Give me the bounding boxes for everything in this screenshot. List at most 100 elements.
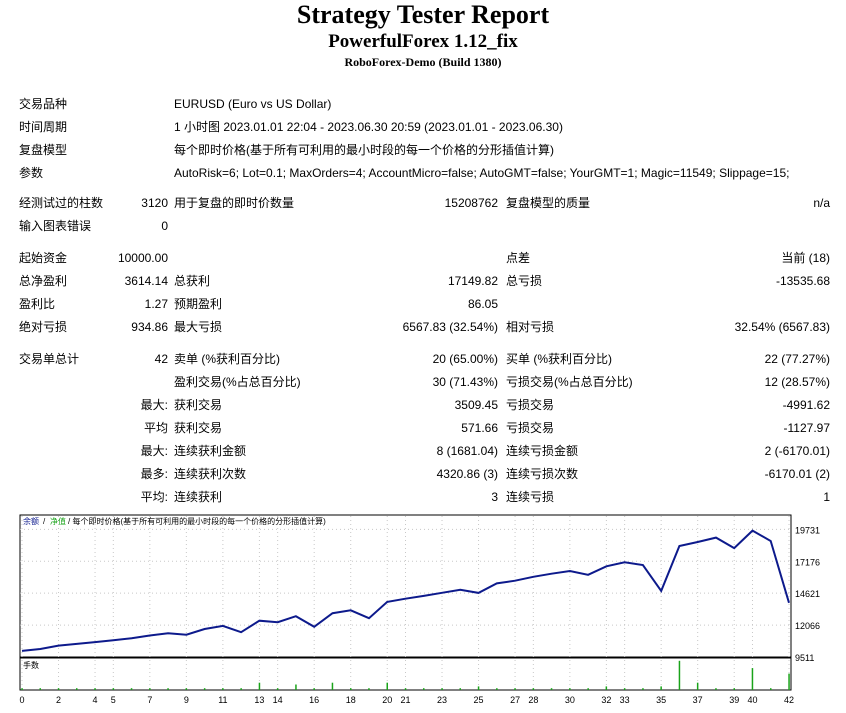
- volume-bar: [660, 686, 662, 690]
- volume-bar: [770, 688, 772, 690]
- volume-bar: [715, 688, 717, 690]
- volume-bar: [386, 682, 388, 690]
- x-tick-label: 5: [111, 695, 116, 705]
- volume-bar: [222, 688, 224, 690]
- avg-cons-loss-label: 连续亏损: [506, 490, 555, 504]
- profit-trades-label: 盈利交易(%占总百分比): [174, 375, 301, 389]
- profit-factor-label: 盈利比: [19, 297, 56, 311]
- x-tick-labels: 0 2 4 5 7 9 11 13 14 16 18 20 21 23 25 27 28 30 32 33 35 37 39…: [19, 695, 794, 705]
- loss-trades-value: 12 (28.57%): [764, 375, 830, 389]
- y-tick-label: 9511: [795, 653, 814, 663]
- volume-bar: [642, 688, 644, 690]
- volume-bar: [459, 688, 461, 690]
- x-tick-label: 7: [147, 695, 152, 705]
- x-tick-label: 25: [474, 695, 484, 705]
- abs-drawdown-value: 934.86: [131, 320, 168, 334]
- avg-cons-loss-value: 1: [823, 490, 830, 504]
- volume-bar: [331, 682, 334, 690]
- volume-bar: [39, 688, 41, 690]
- deposit-value: 10000.00: [117, 251, 168, 265]
- bars-value: 3120: [141, 196, 168, 210]
- ticks-value: 15208762: [444, 196, 498, 210]
- grid: [20, 516, 791, 690]
- x-tick-label: 35: [656, 695, 666, 705]
- x-tick-label: 14: [273, 695, 283, 705]
- long-positions-label: 买单 (%获利百分比): [506, 352, 612, 366]
- volume-bar: [514, 688, 516, 690]
- rel-drawdown-label: 相对亏损: [506, 320, 555, 334]
- volume-bar: [532, 688, 535, 690]
- x-tick-label: 0: [19, 695, 24, 705]
- volume-bar: [258, 682, 261, 690]
- avg-cons-win-value: 3: [491, 490, 498, 504]
- gross-loss-value: -13535.68: [775, 274, 830, 288]
- errors-value: 0: [161, 219, 168, 233]
- volume-bar: [313, 688, 315, 690]
- largest-profit-value: 3509.45: [454, 398, 498, 412]
- gross-profit-value: 17149.82: [447, 274, 498, 288]
- gross-loss-label: 总亏损: [506, 274, 543, 288]
- total-trades-value: 42: [154, 352, 168, 366]
- volume-bar: [94, 688, 96, 690]
- expected-payoff-value: 86.05: [467, 297, 498, 311]
- x-tick-label: 21: [400, 695, 410, 705]
- long-positions-value: 22 (77.27%): [764, 352, 830, 366]
- volume-label: 手数: [23, 660, 39, 670]
- short-positions-label: 卖单 (%获利百分比): [174, 352, 280, 366]
- volume-frame: [19, 657, 792, 691]
- max-cons-win-money-value: 8 (1681.04): [436, 444, 498, 458]
- volume-bar: [295, 684, 297, 690]
- balance-chart: 9511 12066 14621 17176 19731 0 2 4 5 7 9 11 13 14 16 1…: [0, 508, 846, 713]
- x-tick-label: 16: [309, 695, 319, 705]
- rel-drawdown-value: 32.54% (6567.83): [734, 320, 830, 334]
- volume-bar: [112, 688, 115, 690]
- legend-equity: 净值: [50, 516, 66, 526]
- x-tick-label: 39: [729, 695, 739, 705]
- legend-balance: 余额: [23, 516, 39, 526]
- legend-model: / 每个即时价格(基于所有可利用的最小时段的每一个价格的分形插值计算): [68, 516, 326, 526]
- net-profit-label: 总净盈利: [19, 274, 68, 288]
- ticks-label: 用于复盘的即时价数量: [174, 196, 295, 210]
- largest-profit-label: 获利交易: [174, 398, 223, 412]
- y-tick-label: 14621: [795, 589, 820, 599]
- spread-value: 当前 (18): [781, 251, 830, 265]
- volume-bars: [21, 660, 790, 690]
- short-positions-value: 20 (65.00%): [432, 352, 498, 366]
- report-title: Strategy Tester Report: [296, 0, 550, 29]
- params-label: 参数: [19, 166, 44, 180]
- average-label: 平均: [143, 421, 168, 435]
- avg-loss-label: 亏损交易: [506, 421, 555, 435]
- quality-label: 复盘模型的质量: [506, 196, 591, 210]
- volume-bar: [605, 686, 608, 690]
- volume-bar: [696, 682, 699, 690]
- volume-bar: [496, 688, 498, 690]
- avg-consecutive-label: 平均:: [140, 490, 168, 504]
- volume-bar: [21, 688, 23, 690]
- y-tick-label: 12066: [795, 621, 820, 631]
- expected-payoff-label: 预期盈利: [174, 297, 223, 311]
- x-tick-label: 20: [382, 695, 392, 705]
- symbol-label: 交易品种: [19, 97, 68, 111]
- volume-bar: [550, 688, 553, 690]
- bars-label: 经测试过的柱数: [19, 196, 104, 210]
- model-value: 每个即时价格(基于所有可利用的最小时段的每一个价格的分形插值计算): [174, 143, 554, 157]
- max-cons-loss-money-value: 2 (-6170.01): [764, 444, 830, 458]
- avg-loss-value: -1127.97: [783, 421, 830, 435]
- volume-bar: [149, 688, 151, 690]
- y-tick-label: 17176: [795, 557, 820, 567]
- max-drawdown-value: 6567.83 (32.54%): [402, 320, 498, 334]
- x-tick-label: 2: [56, 695, 61, 705]
- y-tick-labels: 9511 12066 14621 17176 19731: [795, 525, 820, 663]
- deposit-label: 起始资金: [19, 251, 68, 265]
- legend-separator: /: [43, 517, 46, 526]
- expert-name: PowerfulForex 1.12_fix: [328, 31, 518, 52]
- x-tick-label: 4: [93, 695, 98, 705]
- balance-line: [21, 529, 790, 652]
- avg-cons-win-label: 连续获利: [174, 490, 223, 504]
- volume-bar: [678, 660, 681, 690]
- loss-trades-label: 亏损交易(%占总百分比): [506, 375, 633, 389]
- x-tick-label: 28: [528, 695, 538, 705]
- max-label: 最大:: [140, 444, 168, 458]
- volume-bar: [477, 686, 480, 690]
- volume-bar: [441, 688, 443, 690]
